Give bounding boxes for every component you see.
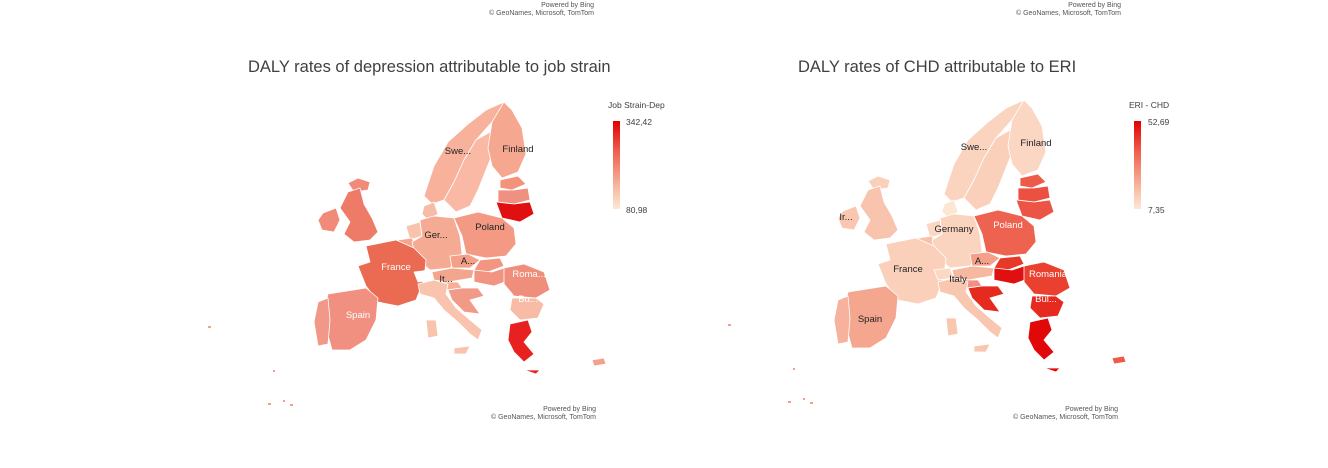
island-dot	[788, 401, 791, 403]
map-attribution: Powered by Bing © GeoNames, Microsoft, T…	[470, 406, 596, 422]
island-dot	[803, 398, 805, 400]
country-italy[interactable]	[417, 279, 483, 355]
top-left-attribution: Powered by Bing © GeoNames, Microsoft, T…	[470, 2, 594, 18]
country-uk[interactable]	[859, 185, 899, 241]
attribution-line-2: © GeoNames, Microsoft, TomTom	[1013, 414, 1118, 421]
country-label-poland: Poland	[993, 220, 1023, 231]
europe-choropleth-map: Swe... Finland Ger... Poland France A... It...…	[208, 101, 607, 406]
island-dot	[208, 326, 211, 328]
attribution-line-1: Powered by Bing	[1065, 406, 1118, 413]
island-dot	[810, 402, 813, 404]
country-estonia[interactable]	[499, 175, 527, 191]
country-label-ireland: Ir...	[839, 212, 852, 223]
country-czechia[interactable]	[969, 251, 1001, 267]
country-portugal[interactable]	[833, 295, 851, 345]
country-label-germany: Germany	[934, 224, 973, 235]
country-poland[interactable]	[973, 209, 1037, 257]
country-croatia[interactable]	[447, 287, 485, 315]
map-attribution: Powered by Bing © GeoNames, Microsoft, T…	[992, 406, 1118, 422]
country-cyprus[interactable]	[1111, 355, 1127, 365]
country-bulgaria[interactable]	[1029, 295, 1065, 319]
island-dot	[290, 404, 293, 406]
country-latvia[interactable]	[1017, 185, 1051, 203]
country-label-romania: Roma...	[512, 269, 545, 280]
country-uk[interactable]	[339, 187, 379, 243]
attribution-line-2: © GeoNames, Microsoft, TomTom	[489, 10, 594, 17]
legend-title: Job Strain-Dep	[608, 100, 665, 110]
countries-layer	[728, 99, 1127, 404]
legend-title: ERI - CHD	[1129, 100, 1170, 110]
country-label-poland: Poland	[475, 222, 505, 233]
country-czechia[interactable]	[449, 253, 481, 269]
attribution-line-1: Powered by Bing	[1068, 2, 1121, 9]
country-ireland[interactable]	[317, 207, 341, 233]
country-austria[interactable]	[431, 267, 475, 283]
island-dot	[273, 370, 275, 372]
attribution-line-1: Powered by Bing	[543, 406, 596, 413]
country-label-france: France	[893, 264, 923, 275]
country-greece[interactable]	[1027, 317, 1061, 373]
attribution-line-2: © GeoNames, Microsoft, TomTom	[1016, 10, 1121, 17]
country-label-spain: Spain	[346, 310, 370, 321]
country-poland[interactable]	[453, 211, 517, 259]
country-estonia[interactable]	[1019, 173, 1047, 189]
legend-max-value: 342,42	[626, 117, 652, 127]
country-label-romania: Romania	[1029, 269, 1068, 280]
island-dot	[283, 400, 285, 402]
legend-min-value: 7,35	[1148, 205, 1165, 215]
country-france[interactable]	[357, 239, 427, 307]
country-croatia[interactable]	[967, 285, 1005, 313]
country-romania[interactable]	[1023, 261, 1071, 297]
country-label-italy: Italy	[949, 274, 967, 285]
country-greece[interactable]	[507, 319, 541, 375]
country-cyprus[interactable]	[591, 357, 607, 367]
country-label-germany: Ger...	[424, 230, 447, 241]
country-label-finland: Finland	[1020, 138, 1051, 149]
legend-max-value: 52,69	[1148, 117, 1170, 127]
country-slovakia[interactable]	[993, 255, 1025, 271]
legend-color-scale	[613, 121, 620, 209]
map-panel-depression: DALY rates of depression attributable to…	[208, 58, 808, 428]
country-portugal[interactable]	[313, 297, 331, 347]
attribution-line-1: Powered by Bing	[541, 2, 594, 9]
country-label-spain: Spain	[858, 314, 882, 325]
country-ireland[interactable]	[837, 205, 861, 231]
top-right-attribution: Powered by Bing © GeoNames, Microsoft, T…	[997, 2, 1121, 18]
country-switzerland[interactable]	[413, 269, 435, 283]
country-label-italy: It...	[439, 274, 452, 285]
country-label-bulgaria: Bu...	[518, 294, 538, 305]
island-dot	[268, 403, 271, 405]
country-label-france: France	[381, 262, 411, 273]
map-panel-chd: DALY rates of CHD attributable to ERI Ir…	[728, 58, 1328, 428]
island-dot	[793, 368, 795, 370]
legend-color-scale	[1134, 121, 1141, 209]
country-bulgaria[interactable]	[509, 297, 545, 321]
countries-layer	[208, 101, 607, 406]
country-label-bulgaria: Bul...	[1035, 294, 1057, 305]
attribution-line-2: © GeoNames, Microsoft, TomTom	[491, 414, 596, 421]
country-latvia[interactable]	[497, 187, 531, 205]
country-france[interactable]	[877, 237, 947, 305]
country-label-sweden: Swe...	[445, 146, 471, 157]
country-label-austria: A...	[975, 256, 989, 267]
island-dot	[728, 324, 731, 326]
country-romania[interactable]	[503, 263, 551, 299]
country-label-austria: A...	[461, 256, 475, 267]
country-label-sweden: Swe...	[961, 142, 987, 153]
legend-min-value: 80,98	[626, 205, 648, 215]
country-italy[interactable]	[937, 277, 1003, 353]
map-title: DALY rates of CHD attributable to ERI	[798, 58, 1077, 76]
country-label-finland: Finland	[502, 144, 533, 155]
europe-choropleth-map: Ir... Swe... Finland Germany Poland France A..…	[728, 99, 1127, 404]
country-slovakia[interactable]	[473, 257, 505, 273]
country-finland[interactable]	[1007, 99, 1047, 177]
map-title: DALY rates of depression attributable to…	[248, 58, 611, 76]
country-finland[interactable]	[487, 101, 527, 179]
